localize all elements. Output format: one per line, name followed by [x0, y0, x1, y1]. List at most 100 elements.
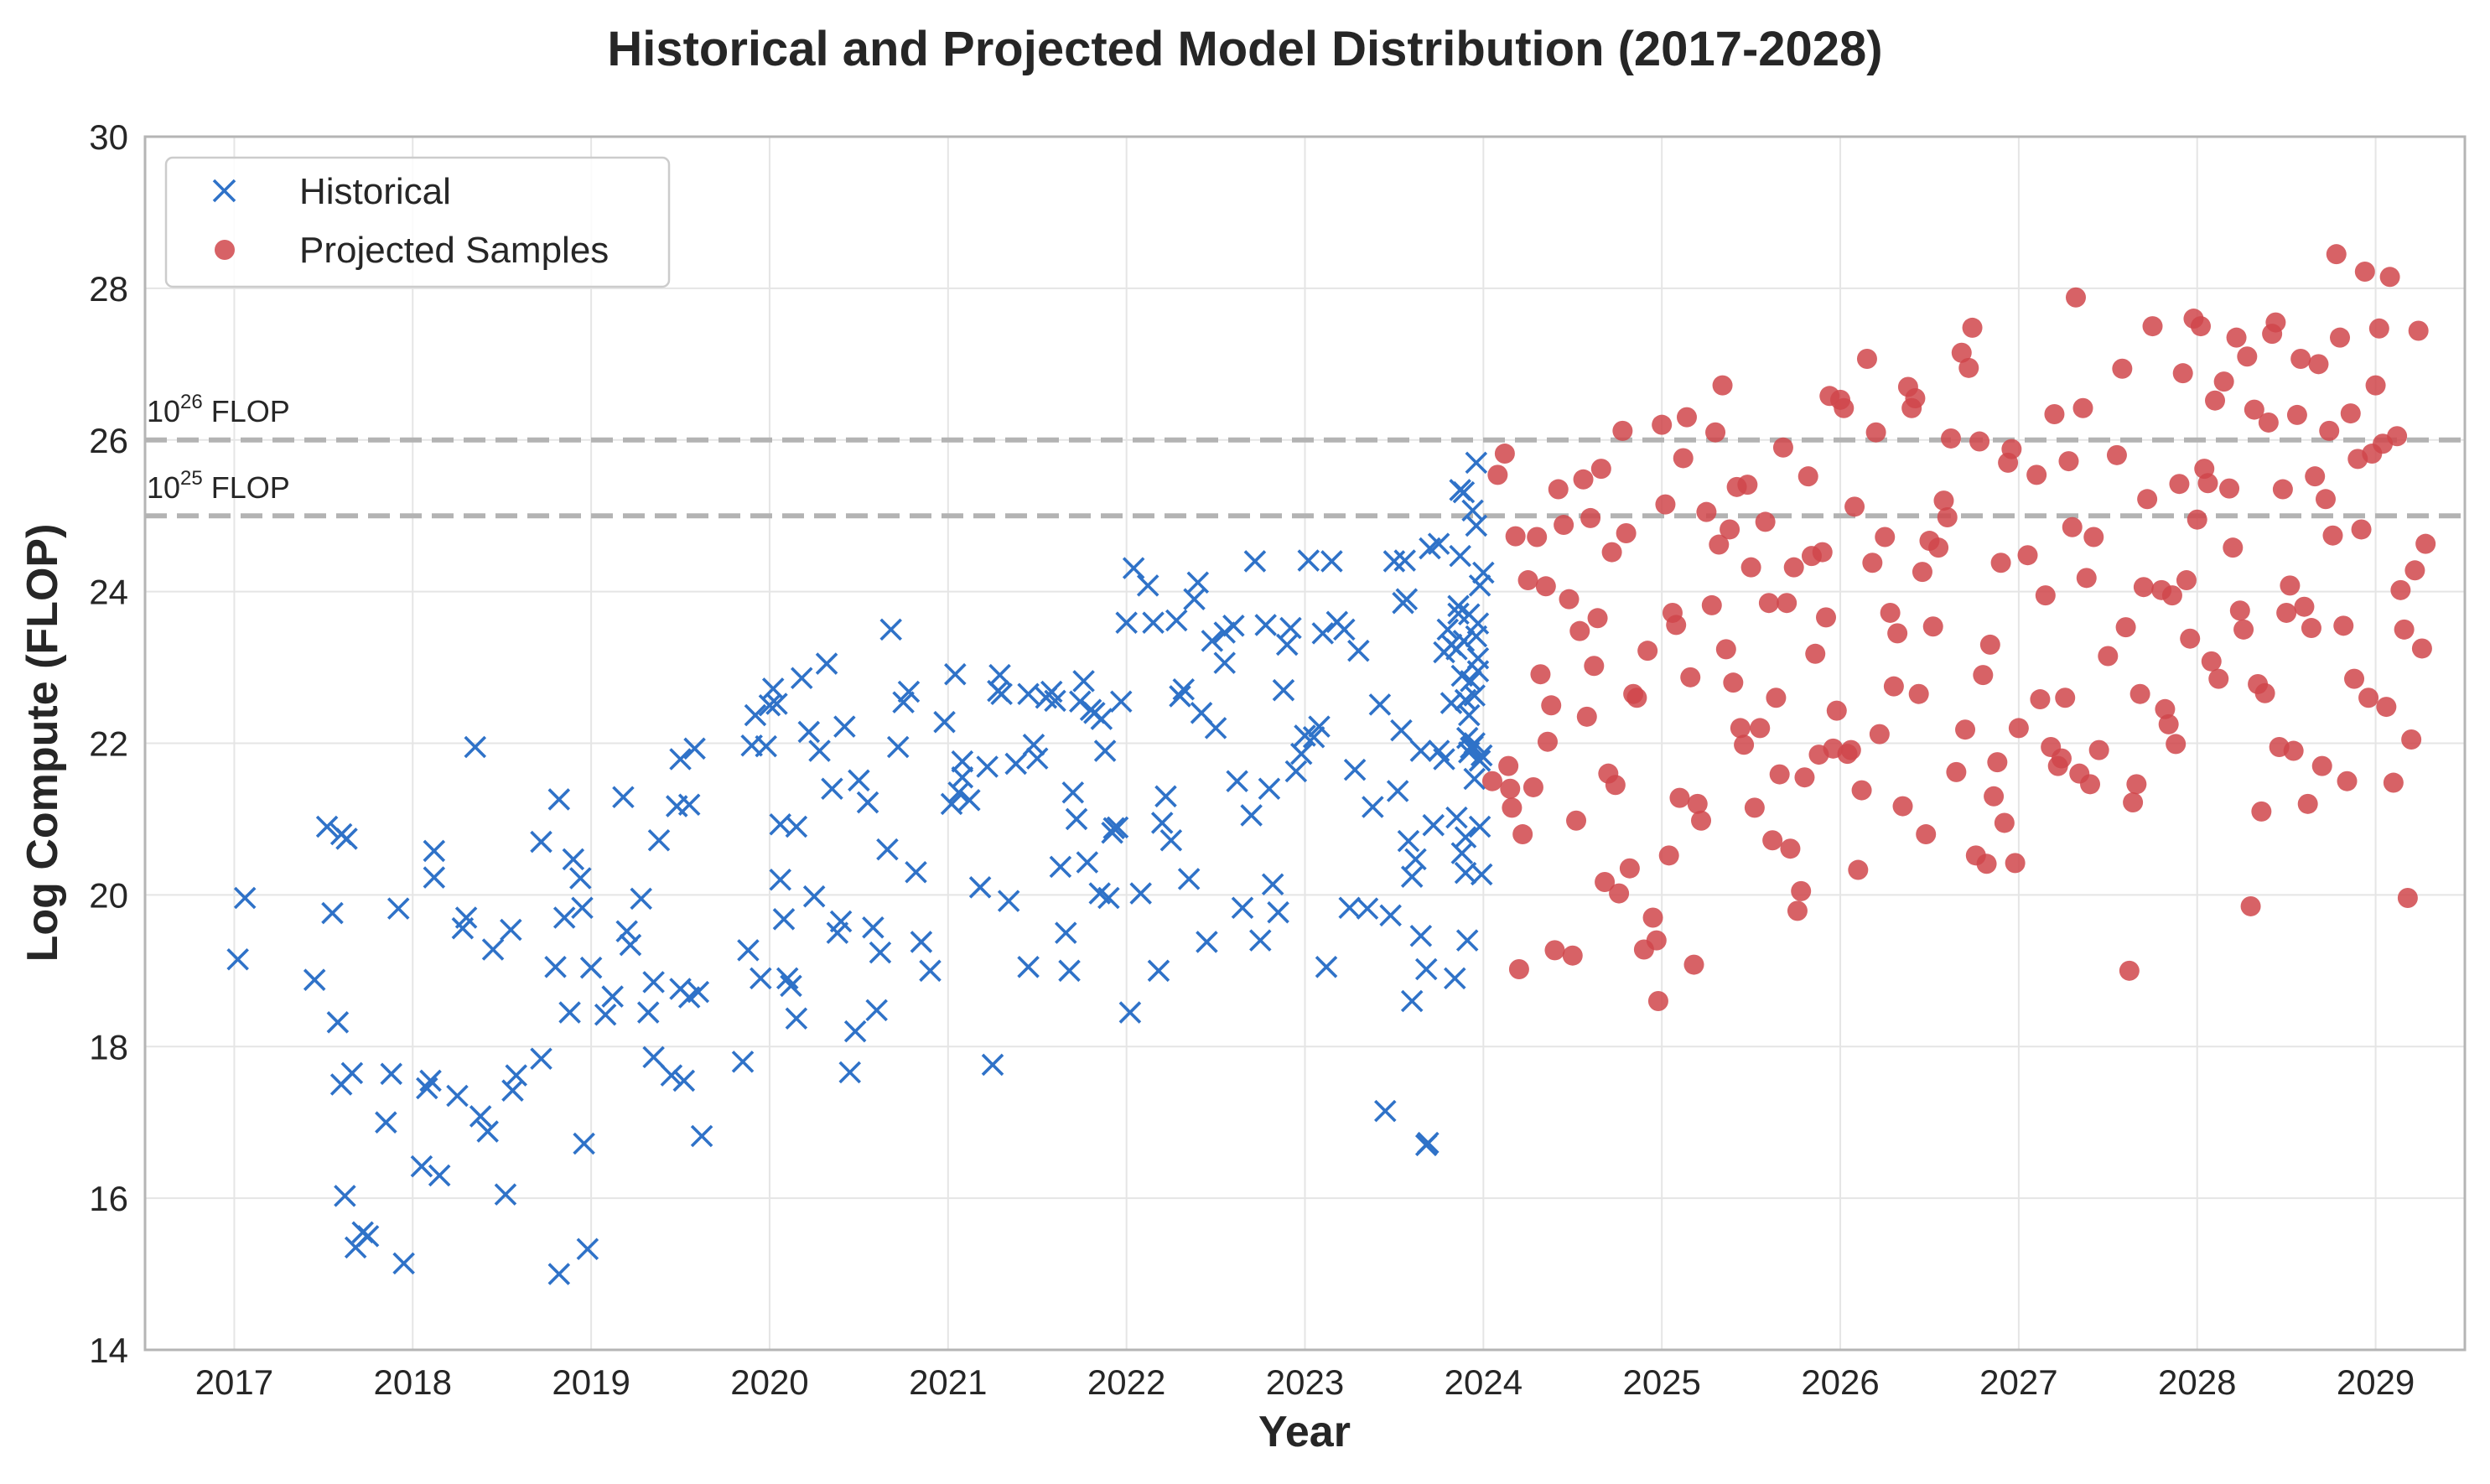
y-tick-label: 16: [89, 1179, 128, 1218]
historical-point: [340, 1061, 364, 1085]
x-tick-labels: 2017 2018 2019 2020 2021 2022 2023 2024 2025 2026…: [195, 1362, 2415, 1402]
projected-point: [2051, 748, 2072, 769]
projected-point: [1723, 672, 1744, 693]
projected-point: [2072, 397, 2093, 418]
x-tick-label: 2025: [1622, 1362, 1700, 1402]
historical-point: [1186, 571, 1210, 594]
historical-point: [1368, 693, 1392, 716]
historical-point: [944, 662, 967, 686]
historical-point: [1069, 690, 1092, 713]
historical-point: [1226, 770, 1248, 792]
projected-point: [2123, 792, 2144, 813]
historical-point: [1465, 451, 1488, 475]
historical-point: [879, 618, 902, 641]
legend-projected-marker: [215, 240, 235, 260]
projected-point: [2337, 771, 2358, 791]
historical-point: [1172, 678, 1196, 701]
x-tick-label: 2024: [1445, 1362, 1523, 1402]
projected-point: [1590, 459, 1611, 480]
legend-box: [164, 156, 671, 288]
projected-point: [1559, 589, 1580, 610]
historical-point: [1294, 724, 1316, 747]
projected-point: [1669, 787, 1690, 808]
projected-point: [2390, 579, 2411, 600]
projected-point: [1487, 464, 1508, 485]
historical-point: [976, 755, 999, 778]
projected-point: [1701, 594, 1722, 615]
historical-point: [552, 906, 576, 929]
projected-point: [2301, 618, 2321, 639]
projected-point: [2290, 348, 2311, 369]
projected-point: [1840, 739, 1861, 760]
projected-point: [1794, 767, 1815, 788]
projected-point: [1595, 872, 1616, 893]
projected-point: [1494, 444, 1515, 464]
projected-point: [2219, 478, 2240, 499]
projected-point: [1530, 664, 1551, 685]
projected-point: [2197, 473, 2218, 494]
historical-point: [544, 956, 567, 978]
projected-point: [2383, 772, 2404, 793]
historical-point: [833, 715, 856, 738]
historical-point: [776, 967, 799, 990]
projected-point: [2190, 316, 2211, 337]
historical-point: [1136, 574, 1159, 597]
y-tick-label: 24: [89, 573, 128, 612]
historical-point: [1454, 861, 1477, 885]
projected-point: [2035, 585, 2056, 606]
historical-point: [1452, 480, 1476, 504]
historical-point: [838, 1061, 862, 1084]
projected-point: [2201, 651, 2222, 672]
historical-point: [1093, 739, 1117, 762]
projected-point: [2387, 426, 2408, 447]
historical-point: [1254, 614, 1277, 636]
historical-point: [1177, 868, 1201, 890]
y-tick-label: 22: [89, 724, 128, 764]
projected-point: [1548, 479, 1569, 500]
x-tick-label: 2026: [1801, 1362, 1879, 1402]
historical-point: [1090, 708, 1113, 730]
historical-point: [1449, 544, 1471, 568]
projected-point: [1642, 907, 1663, 928]
projected-point: [2404, 560, 2425, 581]
ref-annotation-25: 1025 FLOP: [147, 467, 290, 505]
legend-historical-marker: [212, 179, 236, 203]
historical-point: [1058, 959, 1081, 983]
projected-point: [1587, 608, 1608, 629]
historical-point: [821, 777, 843, 801]
historical-point: [410, 1155, 433, 1178]
projected-point: [2226, 327, 2247, 348]
projected-point: [1616, 522, 1637, 543]
projected-point: [2244, 399, 2264, 420]
projected-point: [1517, 570, 1538, 591]
historical-point: [892, 691, 915, 713]
historical-point: [1445, 806, 1468, 829]
historical-point: [1061, 781, 1085, 804]
x-tick-label: 2028: [2158, 1362, 2236, 1402]
historical-point: [1397, 829, 1420, 853]
historical-point: [315, 815, 339, 838]
x-axis-label: Year: [1258, 1408, 1351, 1456]
projected-point: [1984, 786, 2005, 807]
historical-point: [1097, 886, 1120, 910]
historical-point: [547, 1263, 571, 1285]
projected-point: [1508, 959, 1529, 980]
projected-point: [2030, 689, 2051, 710]
historical-point: [856, 791, 879, 814]
projected-point: [1826, 700, 1847, 721]
historical-point: [758, 694, 781, 717]
projected-point: [1740, 557, 1761, 578]
historical-point: [785, 815, 808, 838]
historical-point: [1115, 611, 1138, 634]
y-tick-label: 26: [89, 421, 128, 460]
projected-point: [2251, 801, 2272, 822]
historical-point: [1261, 873, 1284, 895]
historical-point: [1463, 684, 1486, 707]
historical-point: [1374, 1099, 1397, 1123]
projected-point: [2365, 375, 2386, 396]
projected-point: [2311, 755, 2332, 776]
projected-point: [2161, 585, 2182, 606]
historical-point: [1183, 588, 1206, 610]
historical-point: [1154, 785, 1177, 808]
historical-point: [1460, 670, 1482, 693]
